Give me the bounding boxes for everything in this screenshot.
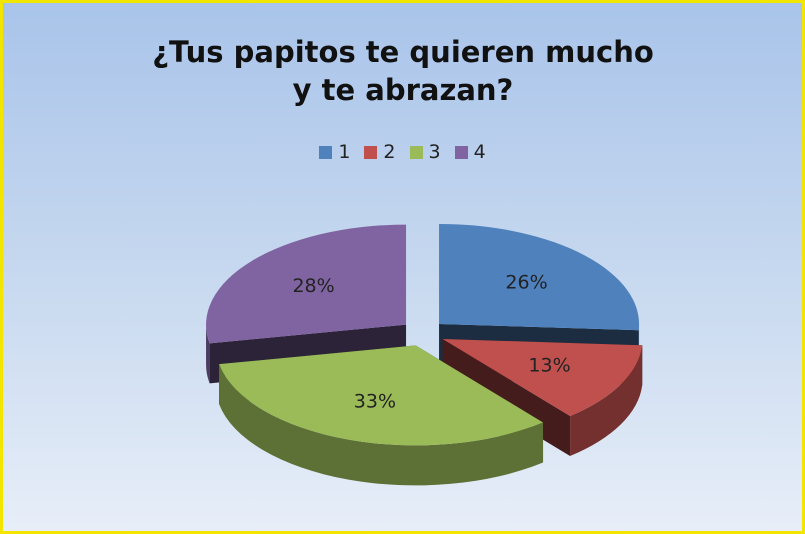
- data-label: 26%: [505, 271, 547, 293]
- data-label: 33%: [354, 390, 396, 412]
- slice-top: [219, 345, 544, 446]
- chart-title: ¿Tus papitos te quieren mucho y te abraz…: [152, 35, 654, 107]
- data-label: 13%: [528, 355, 570, 377]
- slice-side: [570, 345, 643, 457]
- legend-entry: 1: [319, 141, 350, 163]
- slice-top: [206, 224, 407, 344]
- pie-plot: 26% 28% 13% 33%: [206, 223, 643, 486]
- slice: 33%: [219, 345, 544, 486]
- slice: 13%: [442, 338, 643, 457]
- legend-label: 3: [428, 141, 441, 163]
- legend-swatch: [364, 145, 378, 159]
- slice-top: [442, 338, 643, 417]
- legend-label: 1: [338, 141, 351, 163]
- legend-entry: 4: [454, 141, 486, 163]
- legend-swatch: [409, 145, 423, 159]
- legend-label: 2: [383, 141, 396, 163]
- legend-entry: 3: [409, 141, 441, 163]
- legend: 1 2 3 4: [3, 141, 802, 163]
- legend-label: 4: [473, 141, 486, 163]
- data-label: 28%: [292, 275, 334, 297]
- legend-swatch: [319, 145, 333, 159]
- slice-side: [219, 364, 544, 486]
- legend-entry: 2: [364, 141, 396, 163]
- slice-side: [206, 324, 210, 384]
- legend-swatch: [454, 145, 468, 159]
- slice-top: [439, 223, 640, 331]
